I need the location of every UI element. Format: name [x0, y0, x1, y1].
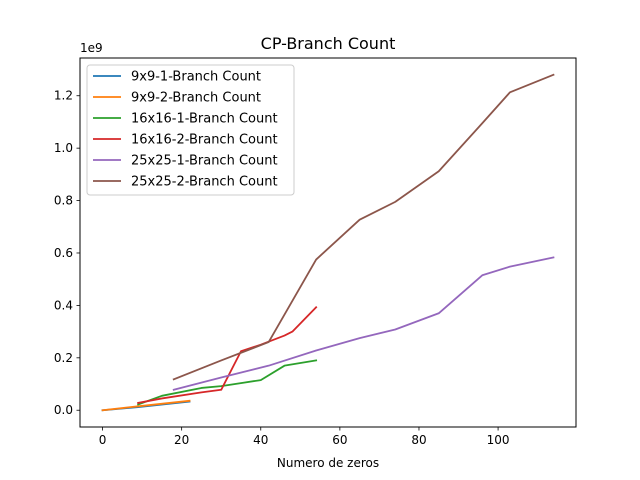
legend-label: 16x16-2-Branch Count — [131, 133, 278, 148]
axes-frame — [79, 57, 577, 428]
series-line-2 — [101, 399, 191, 412]
y-offset-label: 1e9 — [80, 41, 103, 55]
plot-area: 0 20 40 60 80 100 0.0 0.2 0.4 0.6 0.8 1.0 1.2 — [54, 73, 555, 447]
legend-label: 9x9-2-Branch Count — [131, 91, 261, 106]
x-tick-label: 40 — [253, 433, 268, 447]
y-tick-label: 0.2 — [54, 351, 73, 365]
chart-title: CP-Branch Count — [261, 34, 396, 53]
x-tick-label: 60 — [332, 433, 347, 447]
y-tick-label: 0.4 — [54, 298, 73, 312]
series-line-4 — [137, 305, 318, 404]
legend-box — [86, 64, 295, 196]
y-tick-label: 0.6 — [54, 246, 73, 260]
series-line-5 — [172, 256, 555, 391]
series-line-6 — [172, 73, 555, 381]
x-axis-label: Numero de zeros — [277, 456, 379, 470]
legend-label: 25x25-2-Branch Count — [131, 175, 278, 190]
x-tick-label: 80 — [411, 433, 426, 447]
y-tick-label: 1.2 — [54, 89, 73, 103]
x-tick-label: 20 — [174, 433, 189, 447]
legend-label: 25x25-1-Branch Count — [131, 154, 278, 169]
series-line-3 — [136, 359, 318, 406]
y-tick-label: 1.0 — [54, 141, 73, 155]
y-tick-label: 0.0 — [54, 403, 73, 417]
legend-label: 16x16-1-Branch Count — [131, 112, 278, 127]
legend-label: 9x9-1-Branch Count — [131, 70, 261, 85]
legend: 9x9-1-Branch Count 9x9-2-Branch Count 16x1… — [86, 64, 295, 196]
x-tick-label: 0 — [99, 433, 107, 447]
y-tick-label: 0.8 — [54, 194, 73, 208]
x-tick-label: 100 — [487, 433, 510, 447]
